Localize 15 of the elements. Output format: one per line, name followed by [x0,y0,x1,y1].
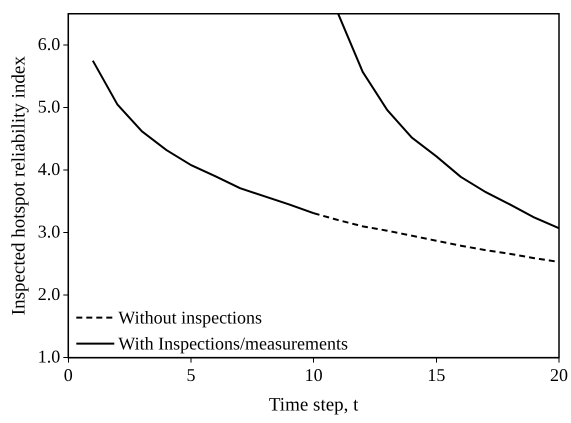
y-tick-label: 3.0 [38,221,60,242]
y-tick-label: 5.0 [38,96,60,116]
y-tick-label: 1.0 [38,346,60,366]
y-tick-label: 4.0 [38,158,60,179]
y-tick-label: 6.0 [38,34,60,54]
x-tick-label: 20 [550,365,568,386]
legend-label: With Inspections/measurements [118,333,348,354]
y-axis-title: Inspected hotspot reliability index [8,56,30,316]
x-tick-label: 5 [186,365,196,386]
legend-label: Without inspections [118,307,262,328]
x-tick-label: 10 [304,365,323,386]
y-tick-label: 2.0 [38,284,60,304]
x-axis-title: Time step, t [268,394,360,416]
x-tick-label: 15 [427,365,446,386]
x-tick-label: 0 [64,365,73,386]
